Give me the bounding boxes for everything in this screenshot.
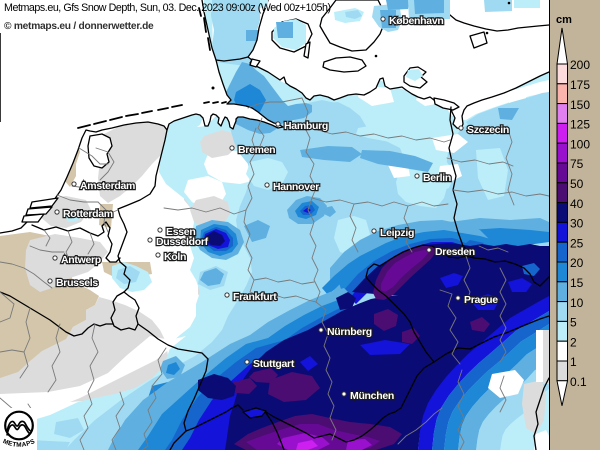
svg-text:Metmaps.eu, Gfs Snow Depth, Su: Metmaps.eu, Gfs Snow Depth, Sun, 03. Dec…: [4, 2, 331, 14]
svg-text:30: 30: [570, 217, 584, 231]
svg-text:København: København: [389, 15, 443, 27]
svg-text:Hamburg: Hamburg: [284, 120, 328, 132]
svg-text:München: München: [350, 390, 394, 402]
svg-text:Amsterdam: Amsterdam: [80, 180, 135, 192]
svg-text:0.1: 0.1: [570, 375, 587, 389]
svg-text:175: 175: [570, 78, 590, 92]
svg-text:METMAPS: METMAPS: [2, 438, 37, 449]
svg-text:150: 150: [570, 98, 590, 112]
svg-text:1: 1: [570, 355, 577, 369]
svg-text:25: 25: [570, 236, 584, 250]
svg-text:Berlin: Berlin: [423, 172, 451, 184]
svg-text:Leipzig: Leipzig: [380, 227, 414, 239]
svg-text:10: 10: [570, 296, 584, 310]
svg-text:20: 20: [570, 256, 584, 270]
svg-text:15: 15: [570, 276, 584, 290]
svg-text:5: 5: [570, 316, 577, 330]
svg-text:Nürnberg: Nürnberg: [327, 326, 372, 338]
svg-text:75: 75: [570, 157, 584, 171]
svg-text:Essen: Essen: [166, 226, 195, 238]
svg-text:Hannover: Hannover: [273, 181, 319, 193]
svg-text:100: 100: [570, 137, 590, 151]
svg-text:Frankfurt: Frankfurt: [233, 291, 277, 303]
svg-text:Stuttgart: Stuttgart: [253, 358, 295, 370]
svg-text:125: 125: [570, 118, 590, 132]
svg-text:Dresden: Dresden: [435, 246, 475, 258]
svg-text:Dusseldorf: Dusseldorf: [156, 236, 209, 248]
svg-text:Szczecin: Szczecin: [467, 124, 509, 136]
svg-text:Prague: Prague: [464, 294, 498, 306]
svg-text:200: 200: [570, 58, 590, 72]
svg-text:Antwerp: Antwerp: [61, 254, 101, 266]
svg-text:Rotterdam: Rotterdam: [63, 208, 113, 220]
svg-text:Bremen: Bremen: [238, 144, 275, 156]
svg-text:© metmaps.eu / donnerwetter.de: © metmaps.eu / donnerwetter.de: [4, 21, 154, 32]
svg-text:2: 2: [570, 335, 577, 349]
svg-text:cm: cm: [556, 14, 572, 26]
svg-text:50: 50: [570, 177, 584, 191]
svg-text:Koln: Koln: [164, 251, 186, 263]
svg-text:40: 40: [570, 197, 584, 211]
svg-text:Brussels: Brussels: [56, 277, 98, 289]
